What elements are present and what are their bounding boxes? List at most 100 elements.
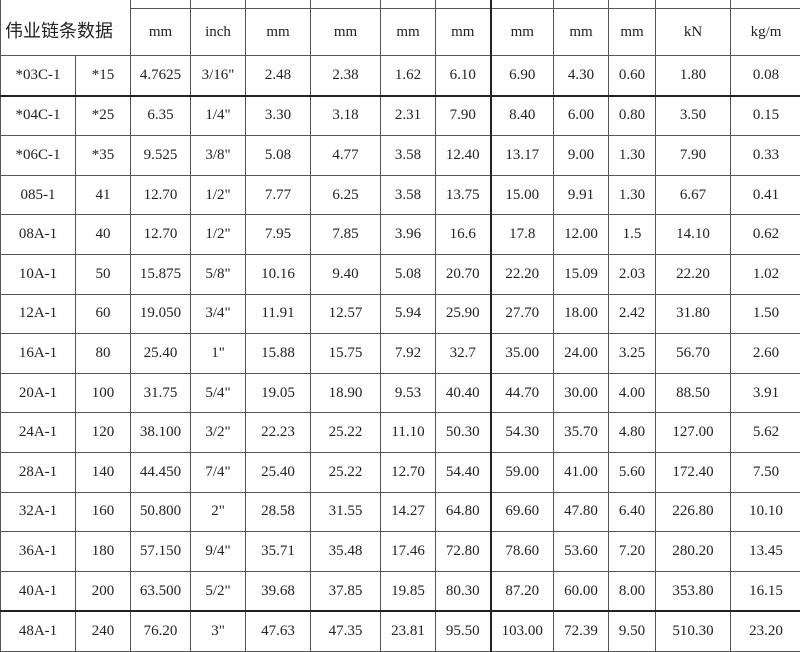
table-cell: 2.42 <box>609 294 656 334</box>
table-cell: 1" <box>191 334 246 374</box>
table-cell: 3/8" <box>191 136 246 176</box>
table-cell: 3.58 <box>381 175 436 215</box>
chain-number-cell: *06C-1 <box>1 136 76 176</box>
table-cell: 78.60 <box>491 532 554 572</box>
table-cell: 0.33 <box>731 136 800 176</box>
table-cell: 100 <box>76 373 131 413</box>
table-cell: 13.45 <box>731 532 800 572</box>
table-cell: 15.75 <box>311 334 381 374</box>
table-cell: 31.75 <box>131 373 191 413</box>
table-cell: 17.8 <box>491 215 554 255</box>
table-cell: 80.30 <box>436 571 491 611</box>
table-cell: 25.90 <box>436 294 491 334</box>
table-cell: 280.20 <box>656 532 731 572</box>
table-cell: 25.40 <box>131 334 191 374</box>
table-cell: 60.00 <box>554 571 609 611</box>
table-cell: 23.20 <box>731 611 800 651</box>
table-cell: 13.17 <box>491 136 554 176</box>
table-cell: 31.55 <box>311 492 381 532</box>
table-cell: 14.27 <box>381 492 436 532</box>
table-cell: 12.70 <box>131 215 191 255</box>
table-cell: 2" <box>191 492 246 532</box>
table-cell: 7.92 <box>381 334 436 374</box>
chain-number-cell: 40A-1 <box>1 571 76 611</box>
table-cell: 18.90 <box>311 373 381 413</box>
table-cell: 88.50 <box>656 373 731 413</box>
table-cell: 510.30 <box>656 611 731 651</box>
table-cell: 12.40 <box>436 136 491 176</box>
table-cell: 9.50 <box>609 611 656 651</box>
table-cell: 1/2" <box>191 215 246 255</box>
table-cell: 6.00 <box>554 96 609 136</box>
unit-header-cell: mm <box>491 9 554 56</box>
table-cell: 16.15 <box>731 571 800 611</box>
table-cell: 72.39 <box>554 611 609 651</box>
table-cell: 5.08 <box>246 136 311 176</box>
table-cell: 9.40 <box>311 254 381 294</box>
table-cell: 140 <box>76 452 131 492</box>
table-cell: 56.70 <box>656 334 731 374</box>
table-cell: 2.03 <box>609 254 656 294</box>
table-cell: 3/16" <box>191 56 246 96</box>
table-cell: 2.60 <box>731 334 800 374</box>
table-cell: 2.48 <box>246 56 311 96</box>
chain-number-cell: 16A-1 <box>1 334 76 374</box>
table-cell: 7.95 <box>246 215 311 255</box>
table-cell: 3.18 <box>311 96 381 136</box>
chain-number-cell: 28A-1 <box>1 452 76 492</box>
table-cell: 0.60 <box>609 56 656 96</box>
unit-header-cell: mm <box>381 9 436 56</box>
table-cell: 87.20 <box>491 571 554 611</box>
table-cell: 15.88 <box>246 334 311 374</box>
table-cell: 35.70 <box>554 413 609 453</box>
table-cell: 24.00 <box>554 334 609 374</box>
unit-header-cell: mm <box>554 9 609 56</box>
table-cell: 31.80 <box>656 294 731 334</box>
table-cell: 9.53 <box>381 373 436 413</box>
table-cell: 200 <box>76 571 131 611</box>
table-cell: 25.40 <box>246 452 311 492</box>
table-cell: 47.80 <box>554 492 609 532</box>
table-cell: 27.70 <box>491 294 554 334</box>
table-cell: 4.80 <box>609 413 656 453</box>
table-cell: 103.00 <box>491 611 554 651</box>
table-cell: 50 <box>76 254 131 294</box>
table-cell: 3.96 <box>381 215 436 255</box>
table-cell: 3/2" <box>191 413 246 453</box>
table-cell: 35.48 <box>311 532 381 572</box>
table-cell: 9.91 <box>554 175 609 215</box>
table-cell: 64.80 <box>436 492 491 532</box>
table-cell: 2.31 <box>381 96 436 136</box>
table-cell: 7.85 <box>311 215 381 255</box>
table-cell: 240 <box>76 611 131 651</box>
table-cell: 76.20 <box>131 611 191 651</box>
table-cell: 7.90 <box>656 136 731 176</box>
table-cell: 4.77 <box>311 136 381 176</box>
table-cell: 5.08 <box>381 254 436 294</box>
unit-header-cell: inch <box>191 9 246 56</box>
table-cell: 35.00 <box>491 334 554 374</box>
table-cell: 3.58 <box>381 136 436 176</box>
table-cell: 6.90 <box>491 56 554 96</box>
table-cell: 50.800 <box>131 492 191 532</box>
table-cell: 80 <box>76 334 131 374</box>
table-cell: 6.25 <box>311 175 381 215</box>
chain-number-cell: 12A-1 <box>1 294 76 334</box>
table-cell: 127.00 <box>656 413 731 453</box>
table-cell: 1/4" <box>191 96 246 136</box>
table-cell: 32.7 <box>436 334 491 374</box>
table-cell: 54.40 <box>436 452 491 492</box>
table-cell: 6.35 <box>131 96 191 136</box>
table-cell: 7.90 <box>436 96 491 136</box>
table-cell: 1.02 <box>731 254 800 294</box>
chain-number-cell: 48A-1 <box>1 611 76 651</box>
table-cell: 1.5 <box>609 215 656 255</box>
table-cell: 18.00 <box>554 294 609 334</box>
table-cell: 3/4" <box>191 294 246 334</box>
